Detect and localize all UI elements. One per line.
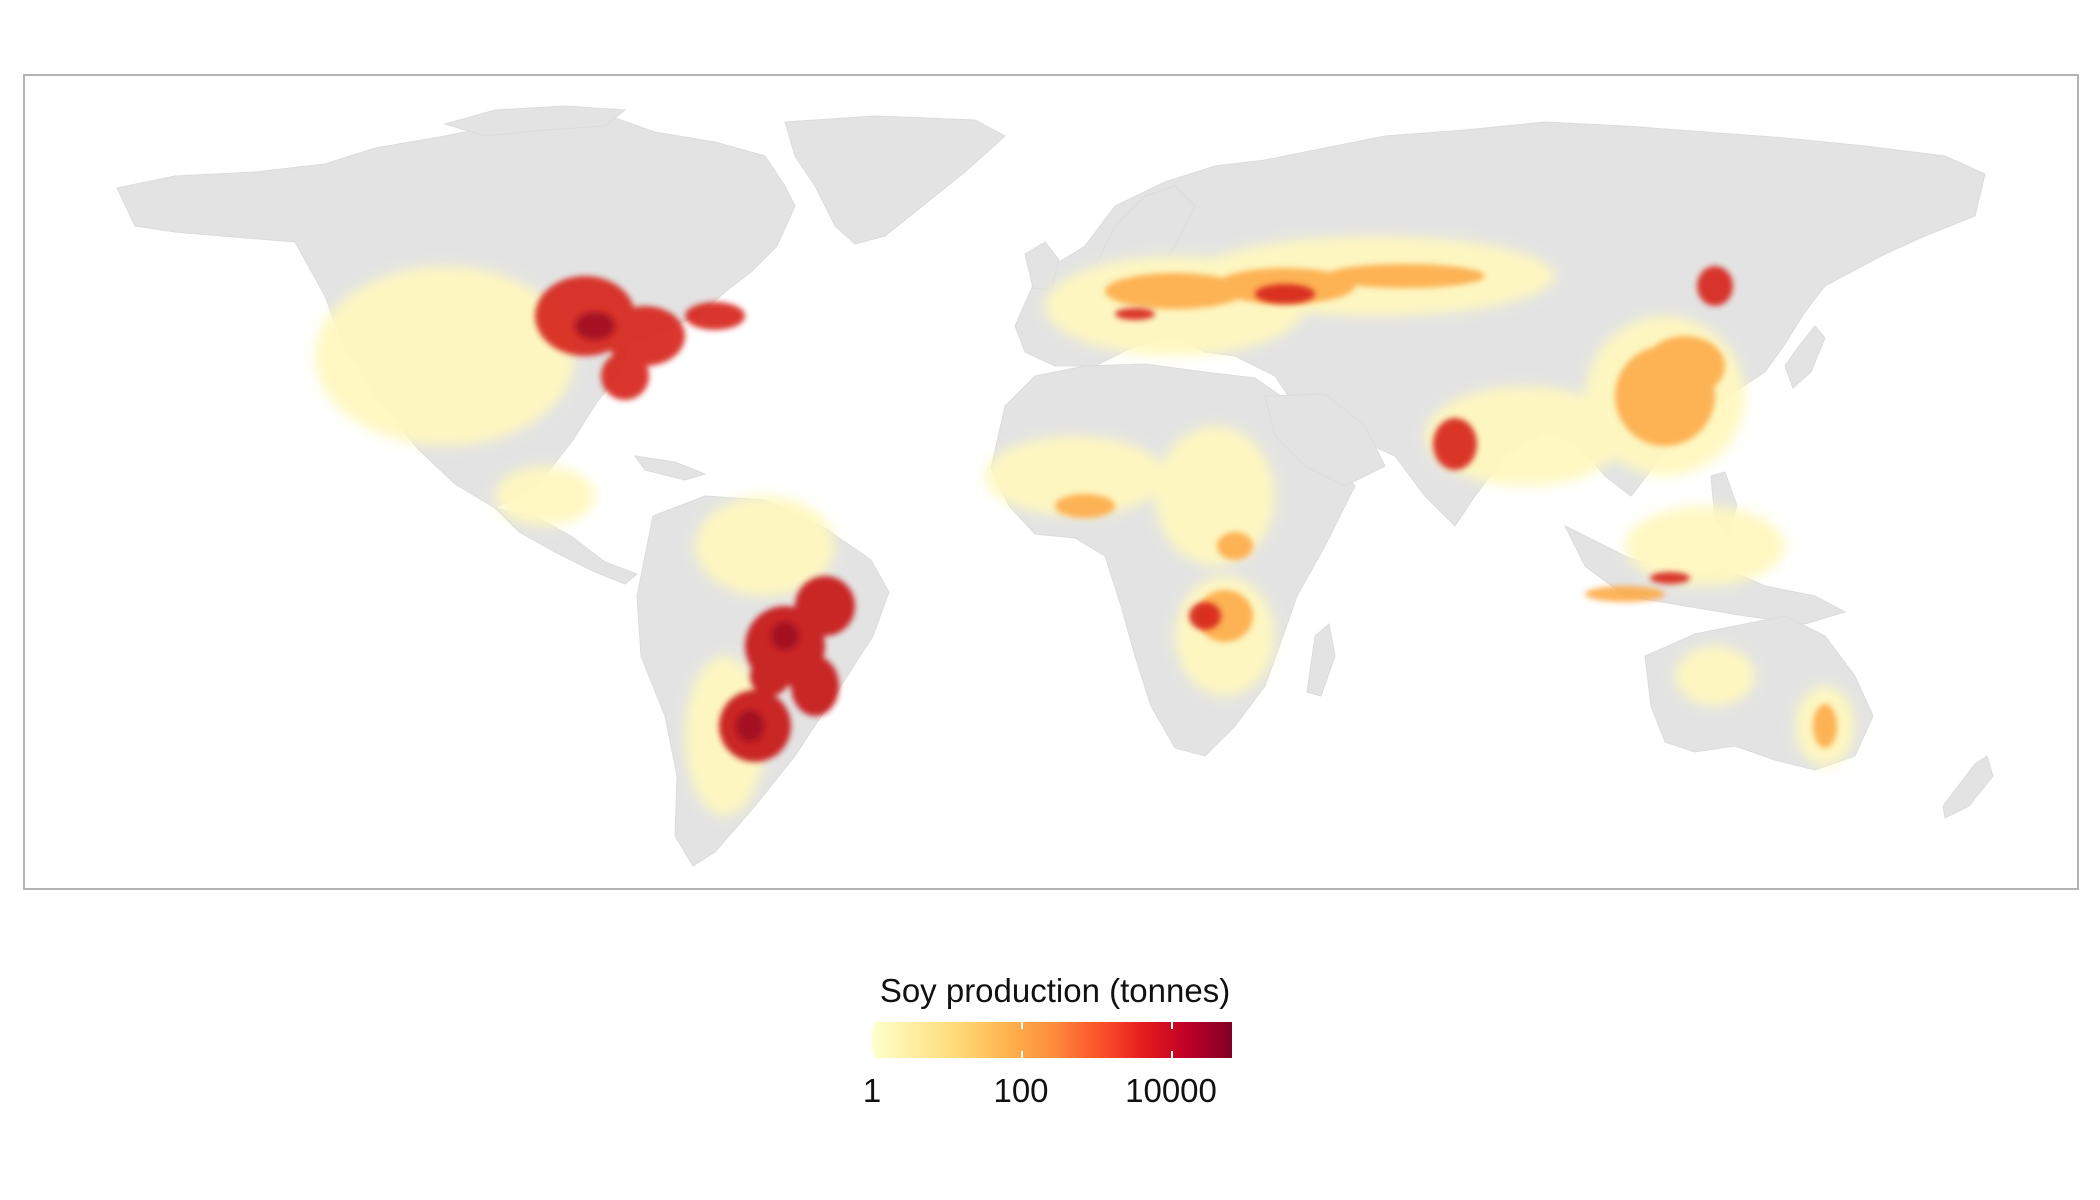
- world-map[interactable]: [25, 76, 2077, 888]
- legend-label-1: 1: [862, 1072, 882, 1109]
- eurasia-landmass: [1014, 121, 1986, 527]
- legend-tick-bottom: [1171, 1051, 1173, 1058]
- greenland-landmass: [784, 115, 1006, 245]
- legend-tick-top: [872, 1022, 874, 1029]
- new-zealand-landmass: [1942, 755, 1994, 819]
- british-isles-landmass: [1024, 241, 1060, 291]
- legend-label-100: 100: [993, 1072, 1049, 1109]
- soy-production-layer: [315, 236, 1855, 816]
- madagascar-landmass: [1306, 623, 1336, 697]
- japan-landmass: [1784, 325, 1826, 389]
- arabian-peninsula-landmass: [1264, 393, 1386, 487]
- central-america-landmass: [493, 507, 638, 585]
- caribbean-landmass: [633, 455, 707, 481]
- legend-tick-top: [1021, 1022, 1023, 1029]
- legend-title: Soy production (tonnes): [879, 972, 1231, 1009]
- legend-tick-bottom: [872, 1051, 874, 1058]
- legend-label-10000: 10000: [1125, 1072, 1217, 1109]
- color-legend: Soy production (tonnes) 1 100 10000: [855, 966, 1255, 1116]
- legend-tick-bottom: [1021, 1051, 1023, 1058]
- arctic-islands: [443, 105, 627, 137]
- legend-tick-top: [1171, 1022, 1173, 1029]
- map-panel[interactable]: [23, 74, 2079, 890]
- legend-color-bar: [872, 1022, 1232, 1058]
